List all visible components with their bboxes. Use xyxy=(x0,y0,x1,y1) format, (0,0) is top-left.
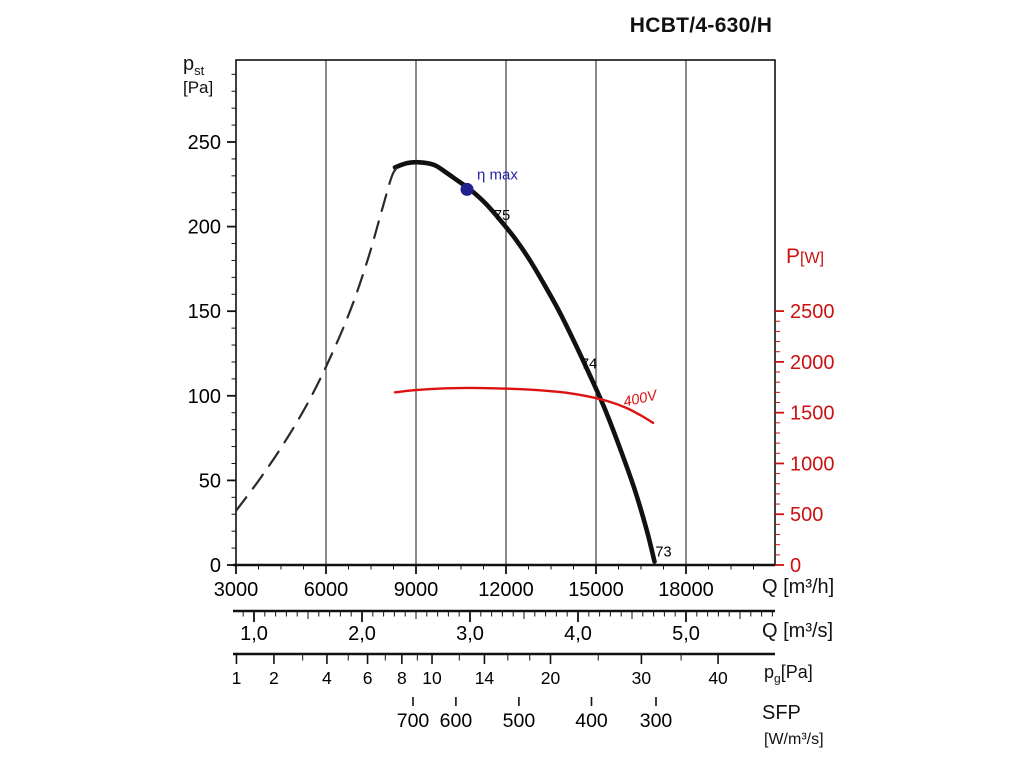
x-tick-label: 15000 xyxy=(568,579,624,601)
pst-tick-label: 100 xyxy=(188,386,221,408)
x-tick-label: 18000 xyxy=(658,579,714,601)
eta-max-label: η max xyxy=(477,166,518,183)
sfp-axis-label: SFP xyxy=(762,702,801,724)
sfp-tick-label: 400 xyxy=(575,710,608,732)
power-tick-label: 2500 xyxy=(790,301,835,323)
x-tick-label: 6000 xyxy=(304,579,349,601)
pg-tick-label: 10 xyxy=(422,668,442,688)
pst-tick-label: 200 xyxy=(188,217,221,239)
pg-tick-label: 6 xyxy=(363,668,373,688)
pg-axis-subscript: g xyxy=(774,671,781,686)
q-m3s-tick-label: 4,0 xyxy=(564,623,592,645)
power-tick-label: 500 xyxy=(790,504,823,526)
pg-tick-label: 14 xyxy=(475,668,495,688)
efficiency-label: 73 xyxy=(655,544,671,560)
pg-axis-unit: [Pa] xyxy=(780,662,813,682)
sfp-tick-label: 700 xyxy=(397,710,430,732)
static-pressure-curve xyxy=(392,159,657,564)
pst-tick-label: 50 xyxy=(199,470,221,492)
plot-border xyxy=(235,59,776,566)
right-axis-symbol: P xyxy=(786,245,801,268)
sfp-axis-unit: [W/m³/s] xyxy=(764,731,824,748)
right-axis-title: P[W] xyxy=(786,245,824,268)
eta-max-point xyxy=(460,182,474,196)
unstable-region-curve xyxy=(234,165,400,512)
right-axis-unit: [W] xyxy=(800,250,825,267)
power-tick-label: 0 xyxy=(790,555,801,577)
q-m3s-tick-label: 1,0 xyxy=(240,623,268,645)
q-m3s-tick-label: 3,0 xyxy=(456,623,484,645)
sfp-tick-label: 300 xyxy=(640,710,673,732)
pg-axis-unit-label: pg[Pa] xyxy=(764,662,813,686)
x-axis2-unit-label: Q [m³/s] xyxy=(762,620,834,642)
x-axis-unit-label: Q [m³/h] xyxy=(762,576,835,598)
q-m3s-tick-label: 5,0 xyxy=(672,623,700,645)
x-tick-label: 12000 xyxy=(478,579,534,601)
pg-tick-label: 2 xyxy=(269,668,279,688)
left-axis-unit: [Pa] xyxy=(183,78,214,97)
pg-tick-label: 1 xyxy=(232,668,242,688)
pst-tick-label: 0 xyxy=(210,555,221,577)
efficiency-label: 74 xyxy=(581,357,597,373)
sfp-tick-label: 600 xyxy=(440,710,473,732)
pg-tick-label: 40 xyxy=(708,668,728,688)
q-m3s-tick-label: 2,0 xyxy=(348,623,376,645)
pst-tick-label: 150 xyxy=(188,301,221,323)
pg-axis-symbol: p xyxy=(764,662,775,682)
pg-tick-label: 4 xyxy=(322,668,332,688)
left-axis-subscript: st xyxy=(194,63,205,78)
pg-tick-label: 8 xyxy=(397,668,407,688)
power-curve xyxy=(393,386,655,425)
power-tick-label: 1500 xyxy=(790,403,835,425)
power-tick-label: 1000 xyxy=(790,453,835,475)
sfp-tick-label: 500 xyxy=(503,710,536,732)
model-title: HCBT/4-630/H xyxy=(629,14,773,37)
pst-tick-label: 250 xyxy=(188,132,221,154)
left-axis-symbol: p xyxy=(183,53,195,75)
efficiency-label: 75 xyxy=(494,208,510,224)
left-axis-title: pst xyxy=(183,53,204,78)
x-tick-label: 3000 xyxy=(214,579,259,601)
pg-tick-label: 30 xyxy=(632,668,652,688)
pg-tick-label: 20 xyxy=(541,668,561,688)
power-tick-label: 2000 xyxy=(790,352,835,374)
voltage-label: 400V xyxy=(622,388,660,411)
x-tick-label: 9000 xyxy=(394,579,439,601)
